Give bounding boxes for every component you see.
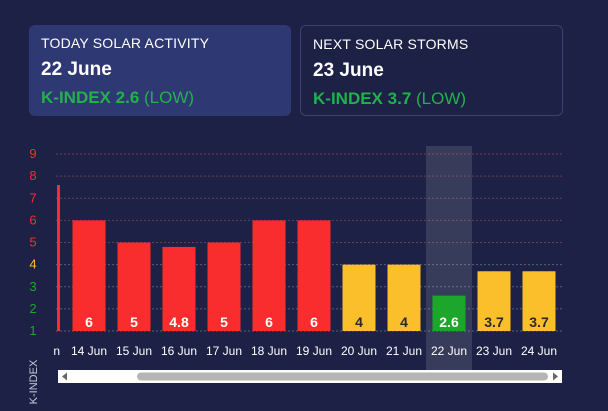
bar-16-jun[interactable] — [162, 246, 196, 331]
bar-value-label: 2.6 — [439, 314, 459, 330]
x-axis-label: 22 Jun — [431, 344, 467, 358]
x-axis-label: 20 Jun — [341, 344, 377, 358]
x-axis-labels: n 14 Jun 15 Jun 16 Jun 17 Jun 18 Jun 19 Jun 20 … — [53, 344, 557, 358]
x-axis-label: 15 Jun — [116, 344, 152, 358]
y-axis-title: K-INDEX — [28, 359, 40, 404]
x-axis-label: 16 Jun — [161, 344, 197, 358]
next-kindex-level: (LOW) — [416, 89, 467, 108]
bar-23-jun[interactable] — [477, 271, 511, 331]
bar-15-jun[interactable] — [117, 242, 151, 332]
bar-value-label: 4.8 — [169, 314, 189, 330]
next-kindex-label: K-INDEX — [313, 89, 383, 108]
bar-17-jun[interactable] — [207, 242, 241, 332]
scroll-left-arrow-icon[interactable] — [62, 372, 67, 381]
bar-value-label: 4 — [400, 314, 408, 330]
today-kindex-label: K-INDEX — [41, 88, 111, 107]
y-tick-label: 5 — [29, 235, 36, 250]
today-card-label: TODAY SOLAR ACTIVITY — [41, 35, 210, 51]
bar-14-jun[interactable] — [72, 220, 106, 331]
x-axis-label: 23 Jun — [476, 344, 512, 358]
next-kindex: K-INDEX 3.7 (LOW) — [313, 89, 550, 109]
bar-value-label: 6 — [265, 314, 273, 330]
x-axis-label: 18 Jun — [251, 344, 287, 358]
x-axis-label: 17 Jun — [206, 344, 242, 358]
scroll-right-arrow-icon[interactable] — [553, 372, 558, 381]
y-tick-label: 7 — [29, 190, 36, 205]
next-solar-storms-card: NEXT SOLAR STORMS 23 June K-INDEX 3.7 (L… — [300, 25, 563, 116]
today-solar-activity-card: TODAY SOLAR ACTIVITY 22 June K-INDEX 2.6… — [29, 25, 291, 116]
y-tick-label: 4 — [29, 257, 36, 272]
bar-value-label: 3.7 — [529, 314, 549, 330]
bar-22-jun[interactable] — [432, 295, 466, 331]
scrollbar-thumb[interactable] — [137, 372, 548, 381]
bar-24-jun[interactable] — [522, 271, 556, 331]
today-kindex: K-INDEX 2.6 (LOW) — [41, 88, 279, 108]
next-card-date: 23 June — [313, 60, 384, 81]
bar-19-jun[interactable] — [297, 220, 331, 331]
partial-bar — [57, 184, 60, 331]
bar-value-label: 5 — [130, 314, 138, 330]
bar-value-label: 3.7 — [484, 314, 504, 330]
chart-horizontal-scrollbar[interactable] — [58, 370, 562, 383]
bar-value-label: 4 — [355, 314, 363, 330]
y-tick-label: 2 — [29, 301, 36, 316]
y-tick-label: 8 — [29, 168, 36, 183]
today-card-date: 22 June — [41, 59, 112, 80]
bar-value-label: 6 — [85, 314, 93, 330]
next-card-label: NEXT SOLAR STORMS — [313, 36, 469, 52]
y-axis-ticks: 1 2 3 4 5 6 7 8 9 — [29, 146, 36, 338]
x-axis-label: 19 Jun — [296, 344, 332, 358]
bar-20-jun[interactable] — [342, 264, 376, 331]
x-axis-label: 21 Jun — [386, 344, 422, 358]
x-axis-label: 14 Jun — [71, 344, 107, 358]
y-tick-label: 3 — [29, 279, 36, 294]
x-axis-label: 24 Jun — [521, 344, 557, 358]
chart-bars: 6 5 4.8 5 6 6 4 4 2.6 3.7 3.7 — [57, 146, 556, 371]
y-tick-label: 1 — [29, 323, 36, 338]
y-tick-label: 6 — [29, 212, 36, 227]
bar-value-label: 6 — [310, 314, 318, 330]
bar-18-jun[interactable] — [252, 220, 286, 331]
bar-21-jun[interactable] — [387, 264, 421, 331]
x-axis-label-partial: n — [53, 344, 60, 358]
bar-value-label: 5 — [220, 314, 228, 330]
today-kindex-level: (LOW) — [144, 88, 195, 107]
selected-day-highlight — [426, 146, 472, 371]
y-tick-label: 9 — [29, 146, 36, 161]
today-kindex-value: 2.6 — [115, 88, 140, 107]
next-kindex-value: 3.7 — [387, 89, 412, 108]
